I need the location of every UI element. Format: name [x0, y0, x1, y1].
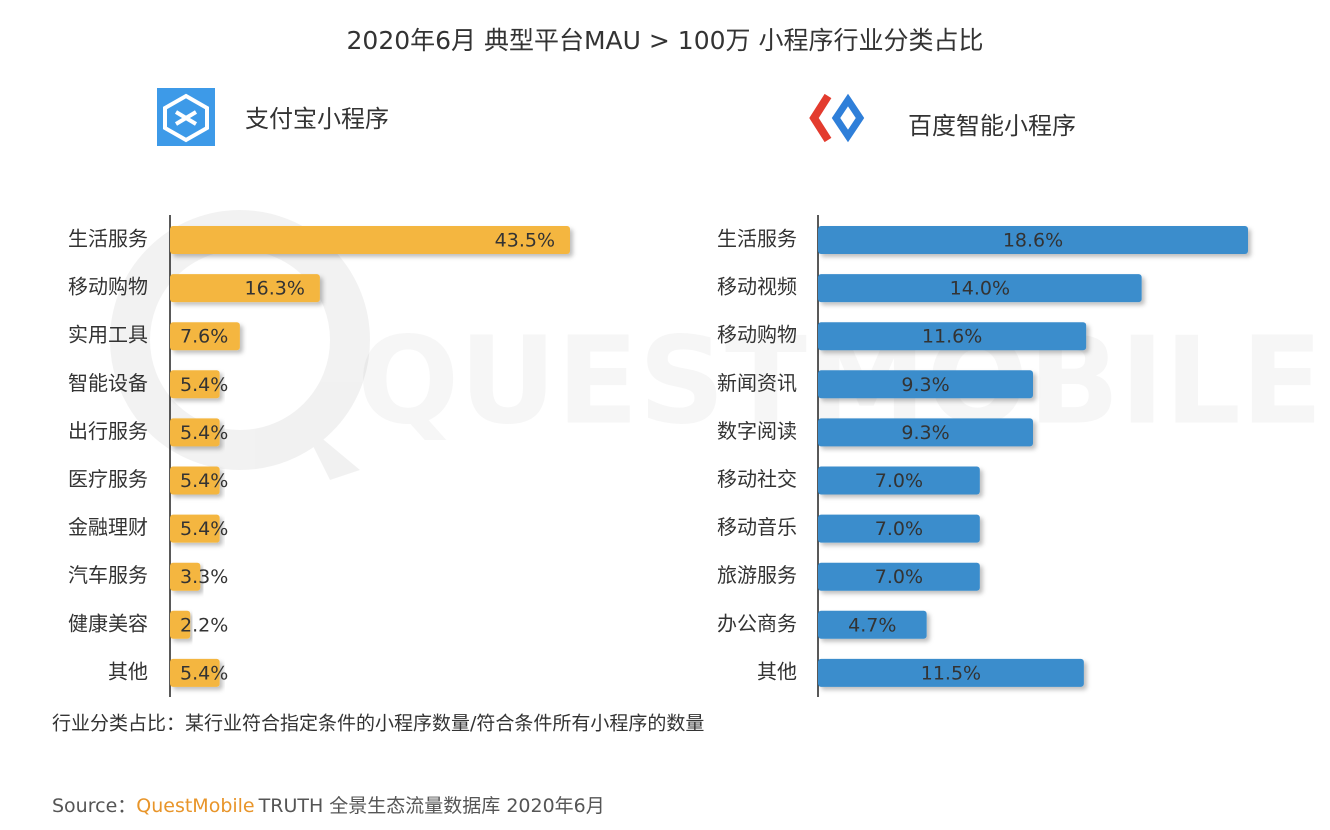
bar	[170, 418, 220, 447]
y-tick-label: 生活服务	[68, 227, 148, 251]
value-label: 2.2%	[180, 614, 228, 636]
bar	[818, 514, 980, 543]
footnote: 行业分类占比：某行业符合指定条件的小程序数量/符合条件所有小程序的数量	[52, 713, 704, 735]
bar	[818, 418, 1033, 447]
source: Source：QuestMobile TRUTH 全景生态流量数据库 2020年6…	[52, 795, 605, 817]
y-tick-label: 金融理财	[68, 515, 148, 539]
bar	[170, 370, 220, 399]
bar	[170, 610, 191, 639]
value-label: 9.3%	[901, 374, 949, 396]
y-tick-label: 出行服务	[68, 419, 148, 443]
y-tick-label: 其他	[757, 659, 797, 683]
value-label: 7.6%	[180, 326, 228, 348]
bar	[170, 514, 220, 543]
y-tick-label: 移动购物	[68, 275, 148, 299]
y-tick-label: 移动购物	[717, 323, 797, 347]
value-label: 5.4%	[180, 662, 228, 684]
value-label: 18.6%	[1003, 230, 1063, 252]
y-tick-label: 数字阅读	[717, 419, 797, 443]
bar	[170, 466, 220, 495]
value-label: 5.4%	[180, 518, 228, 540]
value-label: 11.6%	[922, 326, 982, 348]
y-tick-label: 办公商务	[717, 611, 797, 635]
bar	[818, 226, 1248, 254]
value-label: 7.0%	[875, 470, 923, 492]
chart-title: 支付宝小程序	[245, 105, 389, 133]
bar	[818, 466, 980, 495]
y-tick-label: 移动社交	[717, 467, 797, 491]
bar	[170, 562, 201, 591]
source-brand: QuestMobile	[136, 795, 254, 817]
value-label: 7.0%	[875, 518, 923, 540]
bar	[818, 370, 1033, 399]
value-label: 5.4%	[180, 374, 228, 396]
alipay-icon	[157, 88, 215, 146]
bar	[170, 658, 220, 687]
bar	[818, 610, 927, 639]
value-label: 3.3%	[180, 566, 228, 588]
bar	[818, 658, 1084, 687]
bar	[170, 322, 240, 351]
value-label: 9.3%	[901, 422, 949, 444]
y-tick-label: 生活服务	[717, 227, 797, 251]
y-tick-label: 健康美容	[68, 611, 148, 635]
y-tick-label: 新闻资讯	[717, 371, 797, 395]
y-tick-label: 移动音乐	[717, 515, 797, 539]
source-label: Source：	[52, 795, 136, 817]
y-tick-label: 智能设备	[68, 371, 148, 395]
y-tick-label: 旅游服务	[717, 563, 797, 587]
y-tick-label: 汽车服务	[68, 563, 148, 587]
value-label: 11.5%	[921, 662, 981, 684]
value-label: 4.7%	[848, 614, 896, 636]
y-tick-label: 实用工具	[68, 323, 148, 347]
source-text: TRUTH 全景生态流量数据库 2020年6月	[258, 795, 605, 817]
page-title: 2020年6月 典型平台MAU > 100万 小程序行业分类占比	[347, 26, 984, 55]
baidu-icon	[809, 93, 865, 143]
value-label: 7.0%	[875, 566, 923, 588]
bar	[818, 562, 980, 591]
y-tick-label: 其他	[108, 659, 148, 683]
bar	[818, 322, 1087, 351]
chart-title: 百度智能小程序	[908, 112, 1076, 140]
value-label: 5.4%	[180, 422, 228, 444]
value-label: 14.0%	[950, 278, 1010, 300]
value-label: 43.5%	[495, 230, 555, 252]
y-tick-label: 移动视频	[717, 275, 797, 299]
bar	[818, 274, 1142, 303]
value-label: 5.4%	[180, 470, 228, 492]
bar	[170, 226, 570, 254]
value-label: 16.3%	[245, 278, 305, 300]
y-tick-label: 医疗服务	[68, 467, 148, 491]
bar	[170, 274, 320, 303]
